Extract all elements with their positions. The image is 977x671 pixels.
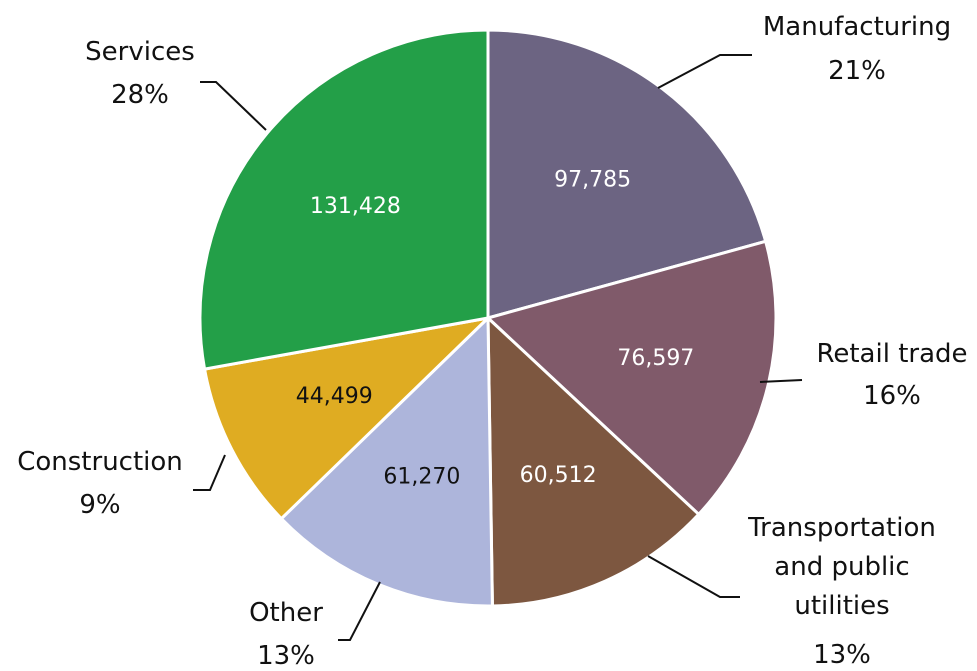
category-label: Retail trade — [816, 339, 968, 369]
category-label: Services — [85, 37, 195, 67]
leader-line — [759, 379, 803, 383]
percent-label: 21% — [828, 56, 886, 86]
pie-slice — [485, 239, 778, 517]
leader-line — [193, 454, 226, 491]
percent-label: 13% — [257, 641, 315, 671]
percent-label: 13% — [813, 640, 871, 670]
leader-line — [338, 581, 381, 641]
category-label: Construction — [17, 447, 183, 477]
percent-label: 16% — [863, 381, 921, 411]
category-label: Transportation and public utilities — [748, 513, 936, 621]
value-label: 97,785 — [554, 168, 631, 193]
value-label: 131,428 — [310, 194, 401, 219]
leader-line — [657, 54, 752, 89]
pie-slice — [202, 315, 493, 521]
percent-label: 28% — [111, 80, 169, 110]
pie-slice — [198, 28, 490, 371]
category-label: Other — [249, 598, 323, 628]
leader-line — [200, 81, 267, 131]
value-label: 61,270 — [383, 465, 460, 490]
category-label: Manufacturing — [762, 12, 952, 42]
pie-slice — [486, 314, 701, 608]
pie-slice — [486, 28, 768, 320]
value-label: 76,597 — [617, 346, 694, 371]
percent-label: 9% — [79, 490, 121, 520]
value-label: 60,512 — [520, 463, 597, 488]
leader-line — [647, 555, 740, 598]
value-label: 44,499 — [296, 384, 373, 409]
